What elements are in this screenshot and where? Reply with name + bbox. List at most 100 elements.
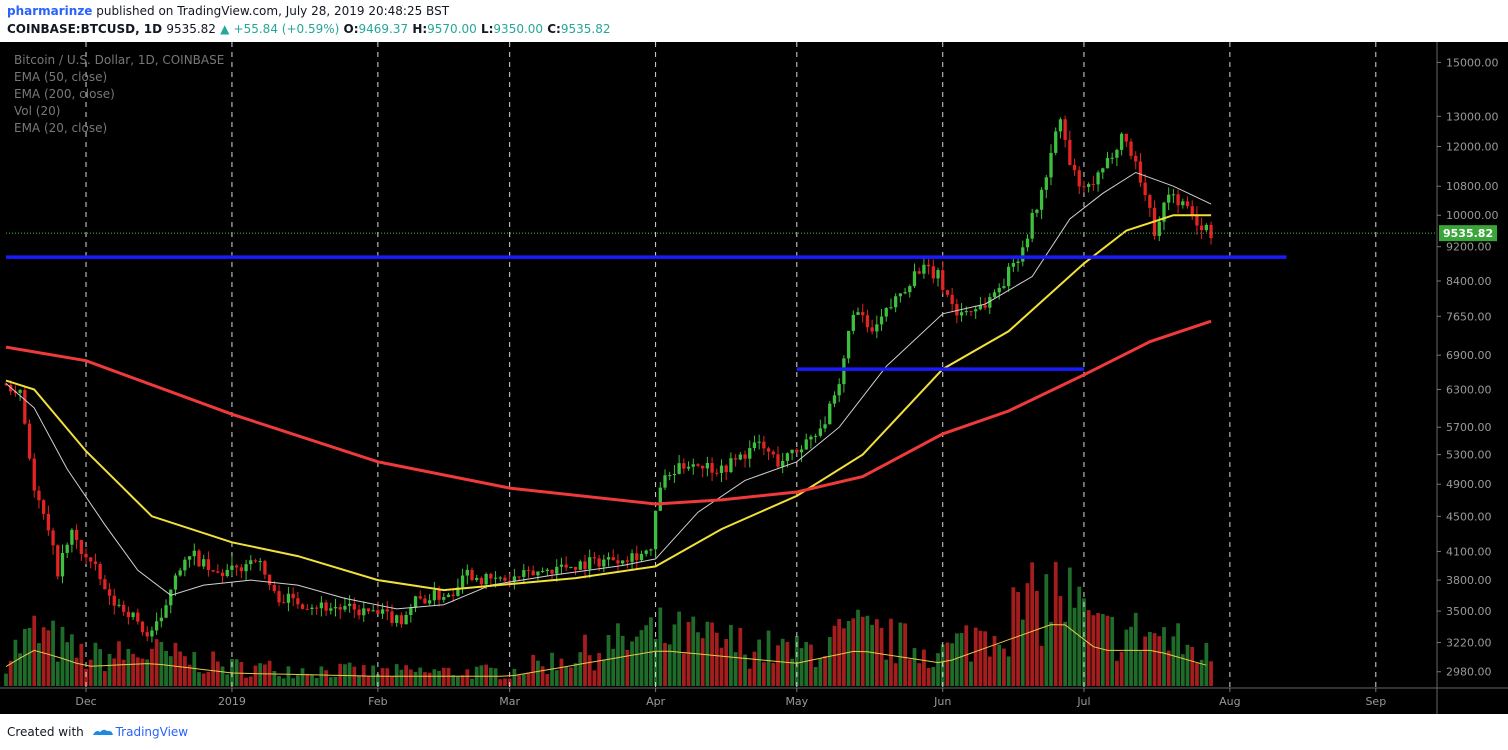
volume-bar [667,644,672,686]
candle [324,602,328,611]
change-value: +55.84 (+0.59%) [233,22,340,36]
volume-bar [823,655,827,686]
volume-bar [211,651,216,686]
candle [159,617,163,622]
price-chart[interactable]: 15000.00 13000.00 12000.00 10800.00 10000.00… [0,42,1508,714]
volume-bar [889,618,893,686]
candle [282,602,286,604]
volume-bar [220,666,225,686]
volume-bar [1209,661,1213,686]
candle [771,451,775,455]
volume-bar [399,669,404,686]
volume-bar [1152,633,1157,686]
volume-bar [898,622,903,686]
candle [776,454,780,467]
candle [795,449,799,453]
candle [103,579,107,590]
up-arrow-icon: ▲ [220,22,230,36]
candle [1039,189,1044,210]
volume-bar [616,623,620,686]
volume-bar [102,671,107,686]
ema-line-2[interactable] [5,319,1212,506]
volume-bar [164,650,168,686]
volume-bar [536,660,540,686]
tradingview-brand-link[interactable]: TradingView [115,725,189,739]
legend-ema50[interactable]: EMA (50, close) [14,70,108,84]
chart-header: pharmarinze published on TradingView.com… [0,0,1508,42]
candle [498,577,502,579]
volume-bar [1124,629,1129,686]
candle [955,304,959,316]
candle [503,577,507,581]
volume-bar [13,639,18,686]
volume-bar [1204,643,1209,686]
volume-bar [451,675,456,686]
volume-bar [964,625,969,686]
volume-bar [357,675,361,686]
chart-legend: Bitcoin / U.S. Dollar, 1D, COINBASE EMA … [14,52,224,137]
volume-bar [813,667,818,686]
candle [32,458,36,491]
volume-bar [456,676,460,686]
volume-bar [375,674,380,686]
ema-line-1[interactable] [5,214,1212,592]
candle [456,587,460,596]
candle [564,564,568,568]
volume-bar [88,659,93,686]
candle [813,435,818,437]
volume-bar [1044,574,1049,686]
legend-ema20[interactable]: EMA (20, close) [14,121,108,135]
candle [1143,182,1147,196]
candle [1134,155,1138,162]
volume-bar [686,621,691,686]
candle [757,441,761,443]
close-label: C: [547,22,561,36]
published-text: published on TradingView.com, July 28, 2… [96,4,450,18]
volume-bar [347,662,352,686]
volume-bar [987,656,992,686]
volume-bar [131,653,135,686]
volume-bar [187,664,192,686]
candle [1148,195,1152,208]
created-with: Created with TradingView [7,725,188,739]
ema-line-0[interactable] [5,171,1212,610]
candle [644,550,648,554]
volume-bar [620,635,625,686]
created-with-text: Created with [7,725,84,739]
candle [945,290,950,295]
candle [691,464,695,467]
candle [1096,172,1100,185]
publisher-name[interactable]: pharmarinze [7,4,93,18]
volume-bar [606,634,611,686]
candle [211,569,215,572]
volume-bar [1072,607,1077,686]
candle [319,602,324,609]
volume-bar [540,666,545,686]
volume-bar [776,645,780,686]
chart-panel[interactable] [0,42,1508,714]
candle [1077,170,1081,187]
y-tick-label: 5700.00 [1446,421,1492,434]
candle [112,595,116,606]
volume-bar [837,618,842,686]
volume-bar [658,607,663,686]
candle [1176,194,1180,206]
volume-bar [1143,636,1148,686]
candle [475,577,479,581]
legend-vol[interactable]: Vol (20) [14,104,61,118]
volume-bar [37,643,41,686]
volume-bar [973,627,978,686]
candle [89,557,93,562]
candle [413,596,418,608]
volume-bar [677,611,682,686]
candle [1054,131,1058,153]
volume-bar [564,666,569,686]
legend-ema200[interactable]: EMA (200, close) [14,87,115,101]
candle [451,594,455,596]
volume-bar [159,641,164,686]
candle [988,297,992,308]
candle [606,557,611,560]
candle [244,564,248,572]
candle [653,510,658,550]
volume-bar [263,664,267,686]
